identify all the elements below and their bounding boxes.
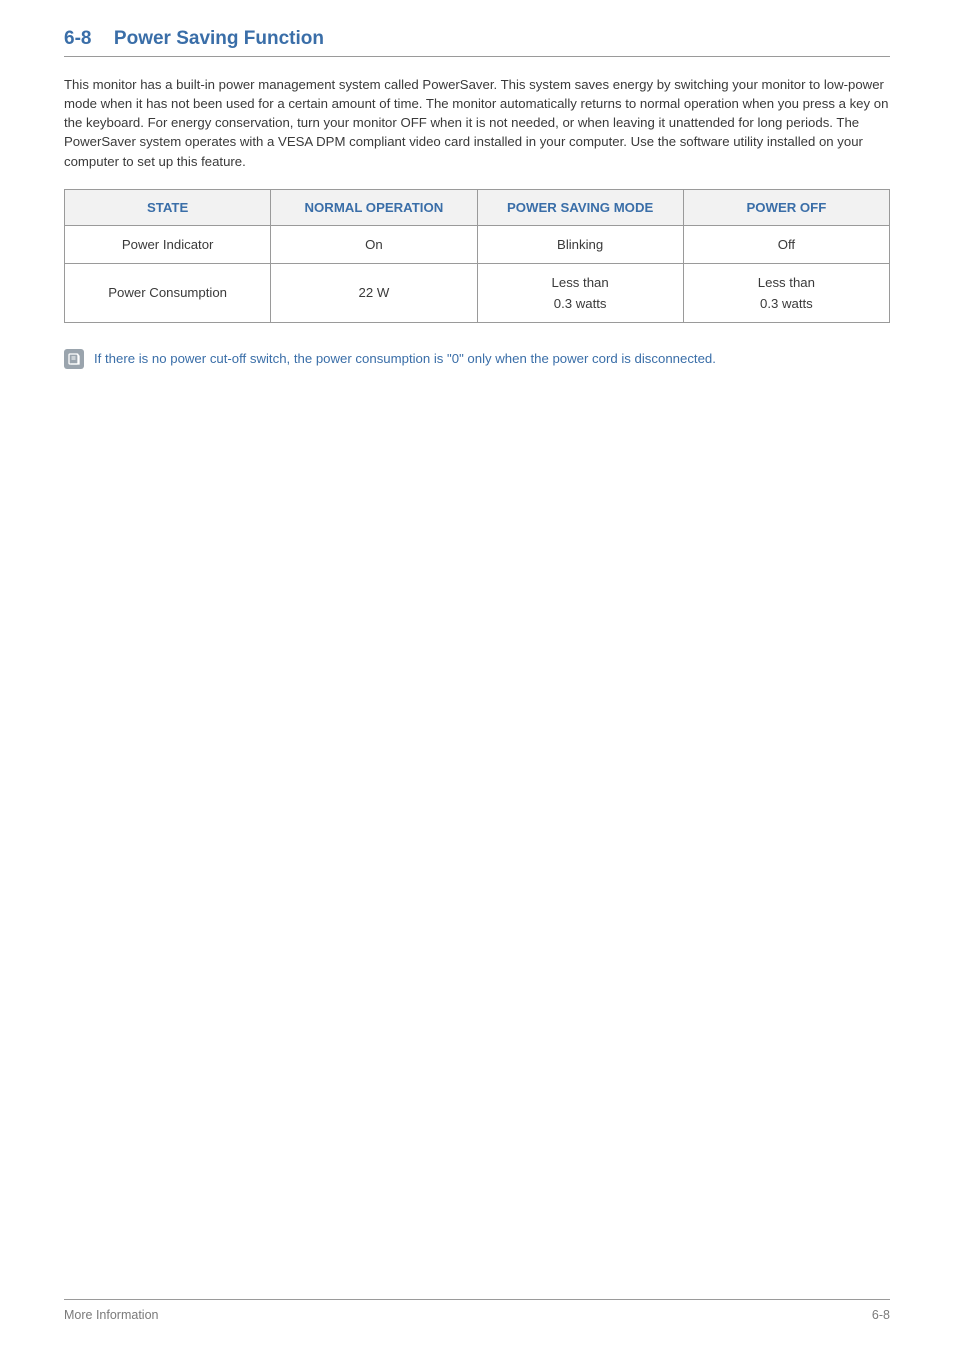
table-row: Power Consumption 22 W Less than 0.3 wat…: [65, 263, 890, 322]
note-text: If there is no power cut-off switch, the…: [94, 349, 716, 366]
col-off: POWER OFF: [683, 189, 889, 225]
cell-normal: On: [271, 225, 477, 263]
body-paragraph: This monitor has a built-in power manage…: [64, 75, 890, 171]
section-number: 6-8: [64, 28, 91, 49]
page-footer: More Information 6-8: [64, 1299, 890, 1322]
table-header-row: STATE NORMAL OPERATION POWER SAVING MODE…: [65, 189, 890, 225]
footer-left: More Information: [64, 1308, 158, 1322]
section-title: Power Saving Function: [114, 28, 324, 49]
cell-off: Less than 0.3 watts: [683, 263, 889, 322]
cell-off: Off: [683, 225, 889, 263]
cell-label: Power Consumption: [65, 263, 271, 322]
note: If there is no power cut-off switch, the…: [64, 349, 890, 369]
col-state: STATE: [65, 189, 271, 225]
cell-saving: Blinking: [477, 225, 683, 263]
power-table: STATE NORMAL OPERATION POWER SAVING MODE…: [64, 189, 890, 323]
cell-normal: 22 W: [271, 263, 477, 322]
cell-saving: Less than 0.3 watts: [477, 263, 683, 322]
footer-right: 6-8: [872, 1308, 890, 1322]
col-normal: NORMAL OPERATION: [271, 189, 477, 225]
cell-label: Power Indicator: [65, 225, 271, 263]
col-saving: POWER SAVING MODE: [477, 189, 683, 225]
section-heading: 6-8 Power Saving Function: [64, 28, 890, 57]
table-row: Power Indicator On Blinking Off: [65, 225, 890, 263]
note-icon: [64, 349, 84, 369]
